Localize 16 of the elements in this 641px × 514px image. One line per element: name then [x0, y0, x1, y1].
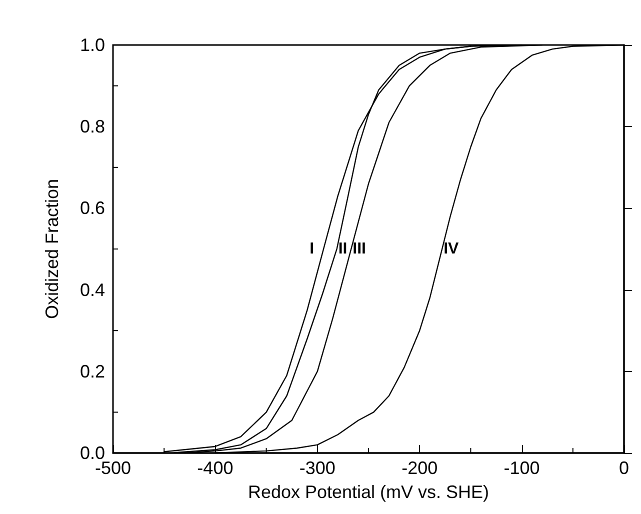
- x-tick-label: 0: [618, 458, 630, 478]
- x-tick-label: -400: [197, 458, 234, 478]
- series-label: IV: [444, 240, 460, 258]
- series-label: II: [338, 240, 348, 258]
- y-tick-label: 0.8: [80, 116, 105, 137]
- x-tick-label: -200: [402, 458, 438, 478]
- y-tick-label: 1.0: [80, 35, 105, 55]
- y-tick-label: 0.6: [80, 198, 105, 218]
- y-axis-title: Oxidized Fraction: [42, 178, 62, 320]
- series-label: I: [310, 240, 314, 258]
- x-tick-label: -100: [504, 458, 540, 478]
- x-tick-label: -300: [299, 458, 336, 478]
- y-tick-label: 0.4: [80, 280, 105, 300]
- y-tick-label: 0.2: [80, 361, 105, 382]
- series-label: III: [352, 240, 366, 258]
- x-axis-title: Redox Potential (mV vs. SHE): [248, 482, 490, 502]
